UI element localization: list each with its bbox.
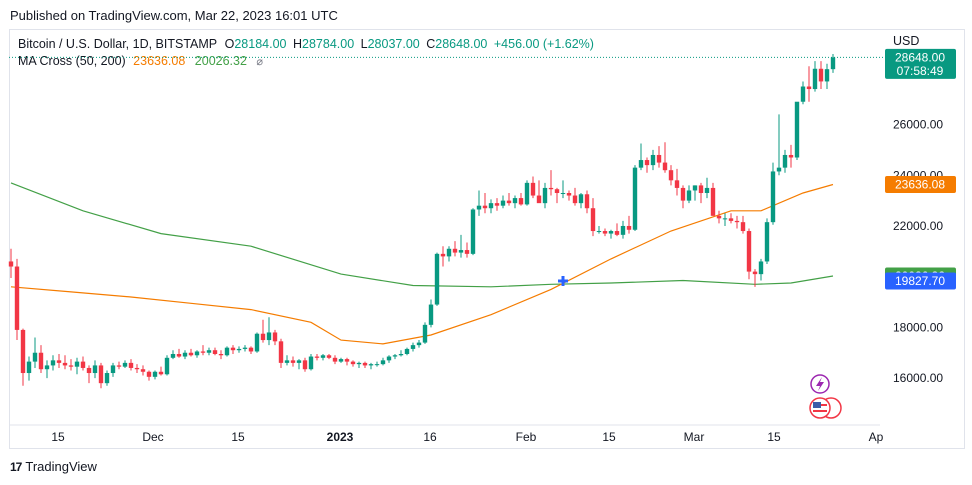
brand-name: TradingView (25, 459, 97, 474)
low-value: 28037.00 (367, 37, 420, 51)
currency-label: USD (893, 34, 920, 48)
ma200-value: 20026.32 (194, 54, 247, 68)
open-value: 28184.00 (234, 37, 287, 51)
chart-frame[interactable] (9, 29, 965, 449)
high-key: H (292, 37, 303, 51)
close-value: 28648.00 (435, 37, 488, 51)
ma-cross-label[interactable]: MA Cross (50, 200) (18, 54, 126, 68)
symbol-label[interactable]: Bitcoin / U.S. Dollar, 1D, BITSTAMP (18, 37, 218, 51)
legend-ma-row: MA Cross (50, 200) 23636.08 20026.32 ⌀ (18, 53, 597, 71)
high-value: 28784.00 (302, 37, 355, 51)
legend-ohlc-row: Bitcoin / U.S. Dollar, 1D, BITSTAMP O281… (18, 36, 597, 53)
close-key: C (426, 37, 436, 51)
visibility-icon[interactable]: ⌀ (256, 56, 264, 68)
open-key: O (224, 37, 235, 51)
change-value: +456.00 (+1.62%) (493, 37, 594, 51)
low-key: L (360, 37, 368, 51)
published-line: Published on TradingView.com, Mar 22, 20… (10, 8, 338, 23)
footer-brand: 17 TradingView (10, 459, 97, 474)
chart-legend: Bitcoin / U.S. Dollar, 1D, BITSTAMP O281… (18, 36, 597, 71)
ma50-value: 23636.08 (133, 54, 186, 68)
tradingview-logo-icon: 17 (10, 459, 22, 474)
